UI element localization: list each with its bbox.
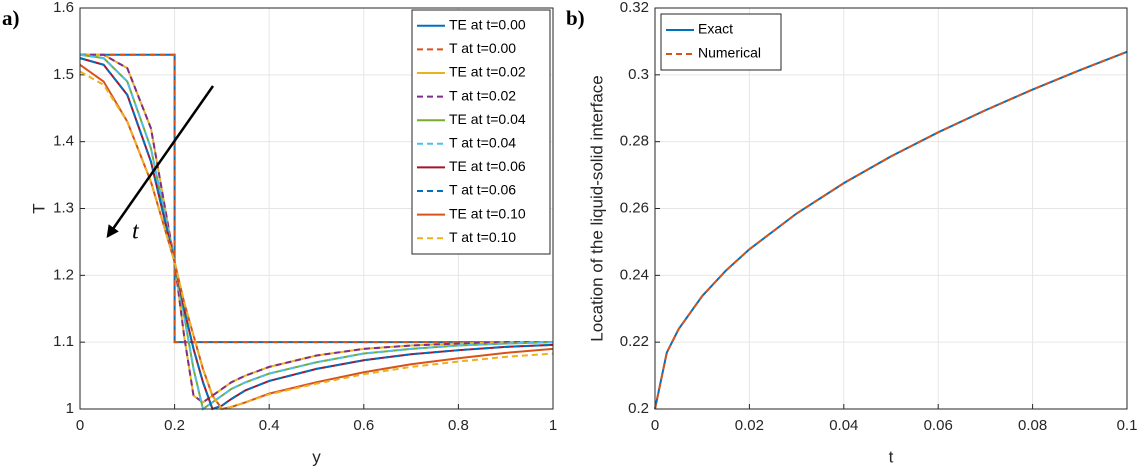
x-tick-label: 0.1 <box>1117 417 1138 434</box>
annotation: t <box>132 219 140 245</box>
x-tick-label: 0.4 <box>259 417 280 434</box>
x-tick-label: 0 <box>651 417 659 434</box>
y-axis-label: T <box>29 203 48 213</box>
arrow <box>106 85 215 239</box>
legend-label: TE at t=0.02 <box>449 64 526 80</box>
y-tick-label: 0.2 <box>628 400 649 417</box>
legend-label: T at t=0.00 <box>449 40 516 56</box>
x-tick-label: 0.2 <box>164 417 185 434</box>
y-tick-label: 0.32 <box>620 0 649 16</box>
series-line <box>80 53 553 404</box>
y-tick-label: 0.22 <box>620 333 649 350</box>
x-tick-label: 1 <box>549 417 557 434</box>
y-tick-label: 1 <box>66 400 74 417</box>
legend-label: TE at t=0.04 <box>449 111 526 127</box>
series-line <box>654 50 1128 410</box>
subplot: 0 0.2 0.4 0.6 0.8 1 1 1.1 1.2 1.3 1.4 1.5 1.6 y Ta) t TE… <box>2 0 557 466</box>
x-tick-label: 0.04 <box>829 417 858 434</box>
y-tick-label: 1.2 <box>53 266 74 283</box>
legend-box <box>660 13 782 71</box>
series-line <box>79 57 554 411</box>
series-line <box>79 53 554 411</box>
y-tick-label: 1.1 <box>53 333 74 350</box>
series-line <box>80 53 553 344</box>
x-tick-label: 0.08 <box>1018 417 1047 434</box>
legend: Exact Numerical <box>660 13 782 71</box>
y-tick-label: 1.4 <box>53 133 74 150</box>
x-tick-label: 0.06 <box>924 417 953 434</box>
legend-label: T at t=0.02 <box>449 87 516 103</box>
legend-label: TE at t=0.00 <box>449 17 526 33</box>
x-axis-label: y <box>312 447 321 466</box>
axes-box <box>654 7 1128 410</box>
y-tick-label: 0.24 <box>620 266 649 283</box>
x-axis-label: t <box>889 447 894 466</box>
legend-label: T at t=0.04 <box>449 135 516 151</box>
y-tick-label: 1.3 <box>53 199 74 216</box>
axes-box <box>79 7 554 410</box>
y-tick-label: 0.26 <box>620 199 649 216</box>
x-tick-label: 0.6 <box>353 417 374 434</box>
panel-label: b) <box>566 6 585 30</box>
y-tick-label: 0.28 <box>620 133 649 150</box>
subplot: 0 0.02 0.04 0.06 0.08 0.1 0.2 0.22 0.24 0.26 0.28 0… <box>566 0 1137 466</box>
panel-label: a) <box>2 6 20 30</box>
x-tick-label: 0.8 <box>448 417 469 434</box>
y-tick-label: 1.5 <box>53 66 74 83</box>
x-tick-label: 0 <box>76 417 84 434</box>
y-tick-label: 1.6 <box>53 0 74 16</box>
legend-label: T at t=0.10 <box>449 229 516 245</box>
legend-box <box>411 9 551 255</box>
legend: TE at t=0.00 T at t=0.00 TE at t=0.02 T at … <box>411 9 551 255</box>
series-line <box>654 50 1128 410</box>
legend-label: T at t=0.06 <box>449 182 516 198</box>
y-tick-label: 0.3 <box>628 66 649 83</box>
legend-label: Exact <box>698 21 733 37</box>
y-axis-label: Location of the liquid-solid interface <box>587 75 606 342</box>
legend-label: TE at t=0.10 <box>449 205 526 221</box>
legend-label: TE at t=0.06 <box>449 158 526 174</box>
legend-label: Numerical <box>698 45 761 61</box>
x-tick-label: 0.02 <box>735 417 764 434</box>
